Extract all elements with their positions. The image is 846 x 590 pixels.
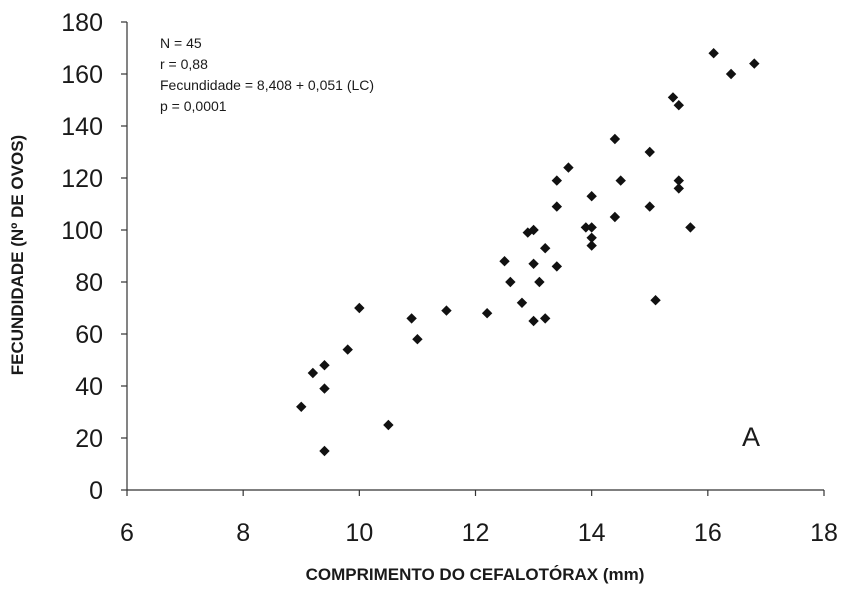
y-ticks: 0 20 40 60 80 100 120 140 160 180	[61, 9, 127, 505]
data-point	[580, 222, 592, 233]
data-point	[342, 344, 353, 355]
data-point	[609, 133, 621, 145]
data-point	[540, 313, 551, 324]
data-point	[319, 360, 330, 371]
x-tick-label: 16	[694, 519, 722, 547]
data-point	[383, 419, 394, 431]
data-point	[319, 383, 330, 394]
annotation-n: N = 45	[160, 35, 202, 51]
x-tick-label: 6	[120, 519, 134, 547]
data-point	[551, 261, 563, 272]
data-point	[749, 58, 760, 69]
data-point	[551, 175, 563, 186]
y-tick-label: 120	[61, 165, 103, 193]
y-tick-label: 0	[89, 477, 103, 505]
data-point	[673, 100, 684, 111]
y-axis-title: FECUNDIDADE (Nº DE OVOS)	[8, 135, 27, 375]
data-point	[481, 308, 493, 319]
y-tick-label: 140	[61, 113, 103, 141]
data-point	[586, 191, 597, 202]
y-tick-label: 60	[75, 321, 103, 349]
data-point	[615, 175, 626, 186]
data-point	[540, 243, 551, 254]
x-axis-title: COMPRIMENTO DO CEFALOTÓRAX (mm)	[306, 565, 645, 584]
data-point	[499, 256, 510, 267]
data-point	[586, 240, 597, 251]
data-point	[609, 211, 621, 223]
x-axis: 6 8 10 12 14 16 18	[120, 489, 838, 547]
data-point	[528, 224, 539, 236]
data-point	[534, 276, 545, 288]
data-point	[406, 313, 417, 324]
x-tick-label: 14	[578, 519, 606, 547]
data-point	[644, 201, 655, 212]
y-axis: 0 20 40 60 80 100 120 140 160 180	[61, 9, 128, 505]
data-point	[673, 175, 684, 186]
annotation-equation: Fecundidade = 8,408 + 0,051 (LC)	[160, 77, 374, 93]
data-points	[296, 48, 760, 457]
data-point	[586, 222, 597, 233]
data-point	[441, 305, 452, 316]
data-point	[563, 162, 574, 173]
annotation-p: p = 0,0001	[160, 98, 227, 114]
data-point	[307, 367, 319, 379]
y-tick-label: 40	[75, 373, 103, 401]
annotation-r: r = 0,88	[160, 56, 208, 72]
data-point	[667, 92, 679, 103]
data-point	[319, 445, 330, 457]
x-ticks: 6 8 10 12 14 16 18	[120, 490, 838, 547]
x-tick-label: 8	[236, 519, 250, 547]
data-point	[650, 295, 661, 306]
data-point	[551, 201, 563, 212]
y-tick-label: 180	[61, 9, 103, 37]
y-tick-label: 80	[75, 269, 103, 297]
data-point	[725, 68, 737, 80]
stats-annotation: N = 45 r = 0,88 Fecundidade = 8,408 + 0,…	[160, 35, 374, 114]
data-point	[528, 258, 539, 269]
y-tick-label: 100	[61, 217, 103, 245]
data-point	[505, 276, 516, 288]
data-point	[586, 232, 597, 243]
data-point	[644, 146, 655, 158]
y-tick-label: 20	[75, 425, 103, 453]
panel-label: A	[742, 422, 760, 452]
y-tick-label: 160	[61, 61, 103, 89]
data-point	[708, 48, 719, 59]
x-tick-label: 18	[810, 519, 838, 547]
data-point	[685, 222, 696, 233]
data-point	[354, 302, 365, 314]
data-point	[528, 315, 539, 327]
data-point	[296, 401, 307, 412]
data-point	[412, 334, 423, 345]
data-point	[516, 297, 528, 308]
x-tick-label: 12	[462, 519, 490, 547]
x-tick-label: 10	[345, 519, 373, 547]
data-point	[673, 183, 684, 194]
